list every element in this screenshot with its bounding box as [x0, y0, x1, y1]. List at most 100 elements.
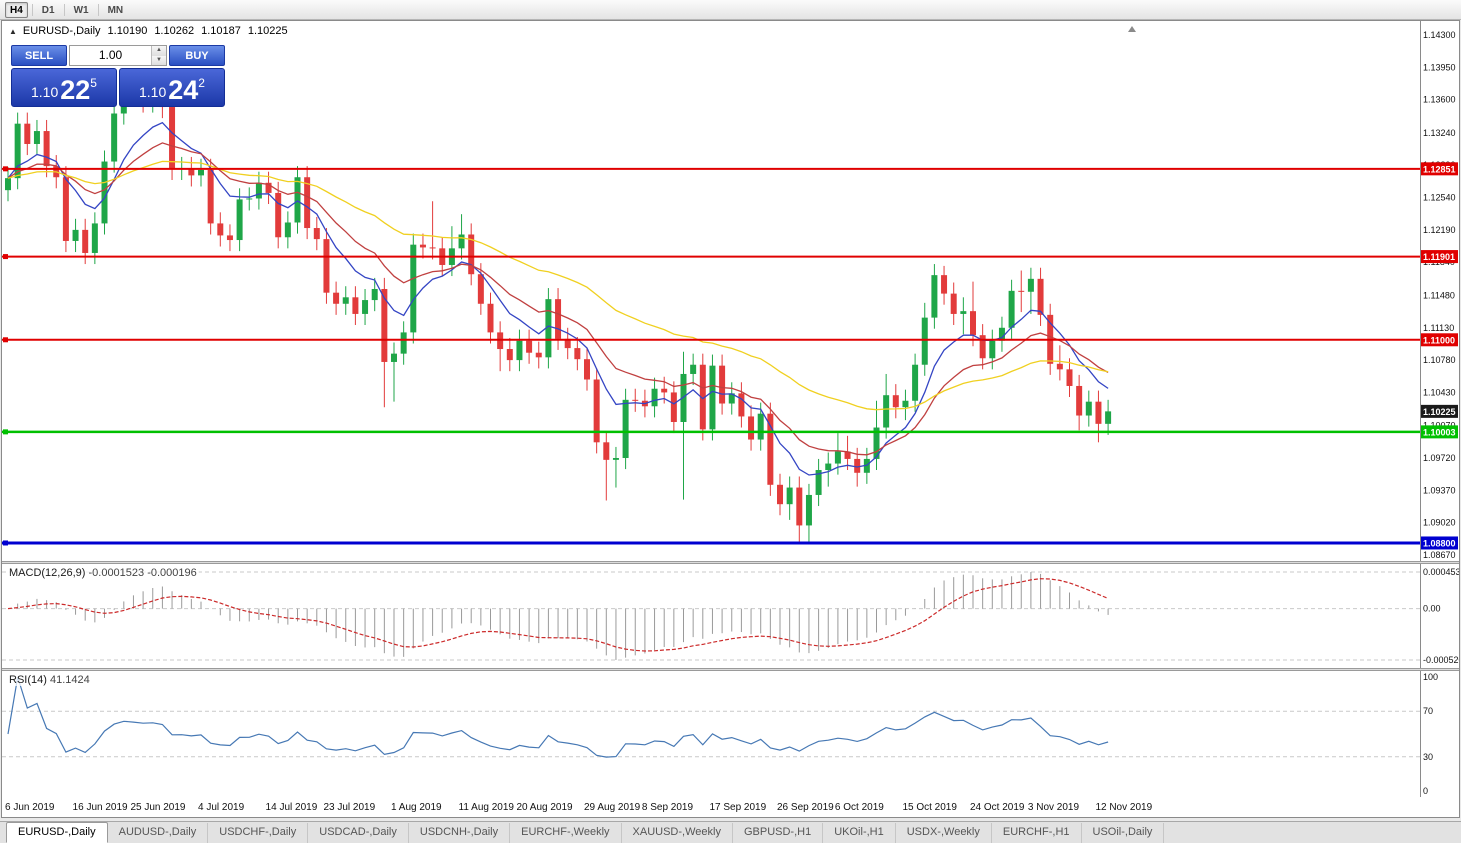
svg-text:1.10225: 1.10225	[1423, 407, 1456, 417]
timeframe-button-d1[interactable]: D1	[41, 4, 55, 16]
svg-text:15 Oct 2019: 15 Oct 2019	[902, 802, 957, 813]
svg-text:1.11130: 1.11130	[1423, 323, 1454, 333]
ohlc-open: 1.10190	[107, 25, 148, 37]
svg-text:1.08800: 1.08800	[1423, 538, 1456, 548]
buy-price-main: 24	[168, 75, 199, 105]
panel-splitter[interactable]	[2, 561, 1459, 564]
macd-values: -0.0001523 -0.000196	[88, 567, 197, 579]
volume-input[interactable]: 1.00 ▲ ▼	[69, 45, 167, 66]
chart-title: ▲ EURUSD-,Daily 1.10190 1.10262 1.10187 …	[9, 25, 288, 37]
svg-text:1.10430: 1.10430	[1423, 387, 1456, 397]
svg-text:1 Aug 2019: 1 Aug 2019	[391, 802, 442, 813]
svg-text:1.13950: 1.13950	[1423, 62, 1456, 72]
buy-price-prefix: 1.10	[139, 84, 167, 100]
price-chart-canvas[interactable]: 1.143001.139501.136001.132401.128901.125…	[2, 21, 1459, 561]
svg-text:1.11901: 1.11901	[1423, 252, 1455, 262]
svg-text:0.00: 0.00	[1423, 604, 1441, 614]
panel-splitter[interactable]	[2, 668, 1459, 671]
volume-up-icon[interactable]: ▲	[152, 46, 166, 56]
buy-button[interactable]: BUY	[169, 45, 225, 66]
timeframe-buttons: H4 D1 W1 MN	[5, 1, 128, 18]
timeframe-button-mn[interactable]: MN	[107, 4, 124, 16]
svg-text:70: 70	[1423, 706, 1433, 716]
chart-symbol-label: EURUSD-,Daily	[22, 25, 101, 37]
buy-price-sup: 2	[198, 76, 205, 90]
symbol-tab-audusd-daily[interactable]: AUDUSD-,Daily	[108, 823, 209, 843]
one-click-collapse-icon[interactable]: ▲	[9, 26, 17, 36]
svg-text:1.13600: 1.13600	[1423, 95, 1456, 105]
symbol-tab-usdchf-daily[interactable]: USDCHF-,Daily	[208, 823, 309, 843]
svg-text:16 Jun 2019: 16 Jun 2019	[73, 802, 128, 813]
toolbar-separator	[63, 3, 65, 16]
macd-label-text: MACD(12,26,9)	[9, 567, 86, 579]
svg-text:1.11480: 1.11480	[1423, 290, 1455, 300]
one-click-trading-panel: SELL 1.00 ▲ ▼ BUY 1.10 22 5 1.10	[11, 45, 225, 107]
symbol-tab-eurusd-daily[interactable]: EURUSD-,Daily	[6, 822, 108, 843]
macd-label: MACD(12,26,9) -0.0001523 -0.000196	[7, 567, 199, 579]
svg-text:1.08670: 1.08670	[1423, 550, 1456, 560]
svg-text:1.09720: 1.09720	[1423, 453, 1456, 463]
rsi-label: RSI(14) 41.1424	[7, 674, 92, 686]
ohlc-close: 1.10225	[247, 25, 288, 37]
timeframe-toolbar: H4 D1 W1 MN	[0, 0, 1461, 20]
svg-text:14 Jul 2019: 14 Jul 2019	[266, 802, 318, 813]
volume-spinner: ▲ ▼	[151, 46, 166, 65]
symbol-tab-ukoil-h1[interactable]: UKOil-,H1	[823, 823, 896, 843]
sell-price-prefix: 1.10	[31, 84, 59, 100]
svg-text:6 Oct 2019: 6 Oct 2019	[835, 802, 884, 813]
timeframe-button-w1[interactable]: W1	[73, 4, 89, 16]
symbol-tab-usdcad-daily[interactable]: USDCAD-,Daily	[308, 823, 409, 843]
symbol-tab-usdcnh-daily[interactable]: USDCNH-,Daily	[409, 823, 511, 843]
chart-window: 1.143001.139501.136001.132401.128901.125…	[1, 20, 1460, 818]
svg-text:1.10003: 1.10003	[1423, 427, 1456, 437]
symbol-tab-eurchf-weekly[interactable]: EURCHF-,Weekly	[510, 823, 622, 843]
svg-text:1.09020: 1.09020	[1423, 518, 1456, 528]
svg-text:-0.0005205: -0.0005205	[1423, 655, 1459, 665]
macd-panel-canvas[interactable]: 0.0004536 0.00 -0.0005205	[2, 564, 1459, 668]
timeframe-button-h4[interactable]: H4	[5, 1, 28, 18]
volume-down-icon[interactable]: ▼	[152, 55, 166, 65]
rsi-label-text: RSI(14)	[9, 674, 47, 686]
toolbar-separator	[97, 3, 99, 16]
svg-text:1.09370: 1.09370	[1423, 485, 1456, 495]
rsi-value: 41.1424	[49, 674, 90, 686]
date-axis: 6 Jun 2019 16 Jun 2019 25 Jun 2019 4 Jul 20…	[2, 797, 1459, 817]
sell-button[interactable]: SELL	[11, 45, 67, 66]
svg-text:20 Aug 2019: 20 Aug 2019	[516, 802, 573, 813]
sell-price-main: 22	[60, 75, 91, 105]
symbol-tab-eurchf-h1[interactable]: EURCHF-,H1	[992, 823, 1082, 843]
svg-text:0: 0	[1423, 786, 1428, 796]
rsi-panel-canvas[interactable]: 100 70 30 0	[2, 671, 1459, 797]
svg-text:11 Aug 2019: 11 Aug 2019	[459, 802, 515, 813]
svg-text:6 Jun 2019: 6 Jun 2019	[5, 802, 55, 813]
svg-text:0.0004536: 0.0004536	[1423, 567, 1459, 577]
svg-text:24 Oct 2019: 24 Oct 2019	[970, 802, 1025, 813]
svg-text:1.11000: 1.11000	[1423, 335, 1455, 345]
sell-price-sup: 5	[90, 76, 97, 90]
buy-price-display[interactable]: 1.10 24 2	[119, 68, 225, 107]
toolbar-separator	[31, 3, 33, 16]
ohlc-low: 1.10187	[201, 25, 241, 37]
svg-text:29 Aug 2019: 29 Aug 2019	[584, 802, 641, 813]
symbol-tab-xauusd-weekly[interactable]: XAUUSD-,Weekly	[622, 823, 733, 843]
svg-text:1.14300: 1.14300	[1423, 30, 1456, 40]
symbol-tab-gbpusd-h1[interactable]: GBPUSD-,H1	[733, 823, 824, 843]
svg-text:1.12540: 1.12540	[1423, 193, 1456, 203]
svg-text:25 Jun 2019: 25 Jun 2019	[130, 802, 185, 813]
svg-text:1.10780: 1.10780	[1423, 355, 1456, 365]
sell-price-display[interactable]: 1.10 22 5	[11, 68, 117, 107]
svg-text:8 Sep 2019: 8 Sep 2019	[642, 802, 694, 813]
svg-text:1.12851: 1.12851	[1423, 164, 1456, 174]
svg-text:1.13240: 1.13240	[1423, 128, 1456, 138]
volume-value[interactable]: 1.00	[98, 48, 123, 62]
symbol-tab-usdx-weekly[interactable]: USDX-,Weekly	[896, 823, 992, 843]
symbol-tab-usoil-daily[interactable]: USOil-,Daily	[1082, 823, 1165, 843]
svg-text:4 Jul 2019: 4 Jul 2019	[198, 802, 245, 813]
svg-text:3 Nov 2019: 3 Nov 2019	[1028, 802, 1080, 813]
svg-text:100: 100	[1423, 672, 1438, 682]
svg-text:1.12190: 1.12190	[1423, 225, 1456, 235]
svg-text:30: 30	[1423, 752, 1433, 762]
svg-text:26 Sep 2019: 26 Sep 2019	[777, 802, 834, 813]
svg-text:23 Jul 2019: 23 Jul 2019	[323, 802, 375, 813]
